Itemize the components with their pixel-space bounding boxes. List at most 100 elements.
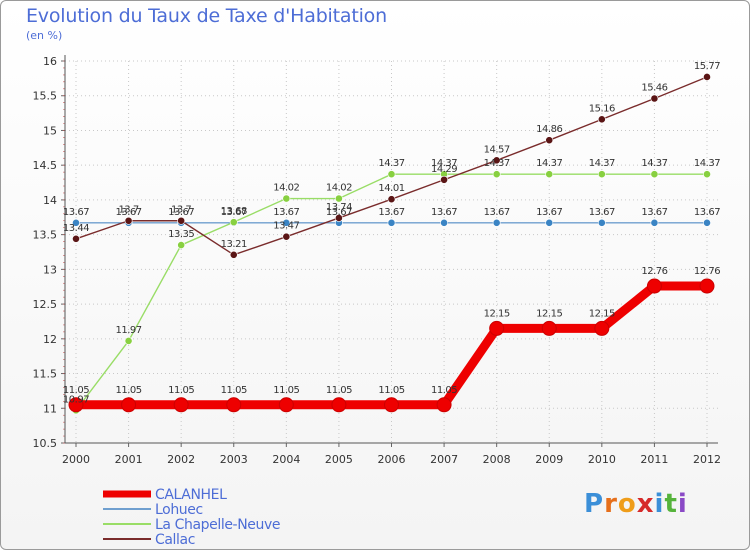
data-point-callac — [492, 156, 501, 165]
data-label-lohuec: 13.67 — [484, 207, 510, 218]
y-tick-label: 14.5 — [33, 159, 58, 172]
y-tick-label: 14 — [43, 194, 57, 207]
x-tick-label: 2000 — [62, 453, 90, 466]
data-point-la-chapelle-neuve — [703, 170, 711, 179]
y-tick-label: 12 — [43, 333, 57, 346]
logo-letter: x — [636, 489, 655, 519]
logo-letter: P — [584, 489, 605, 519]
data-label-lohuec: 13.67 — [273, 207, 299, 218]
data-label-callac: 13.21 — [221, 239, 247, 250]
data-point-callac — [545, 136, 554, 145]
data-label-calanhel: 11.05 — [273, 385, 299, 396]
data-label-calanhel: 12.76 — [694, 266, 720, 277]
data-point-calanhel — [68, 397, 84, 413]
data-point-callac — [335, 214, 343, 222]
data-point-calanhel — [278, 397, 294, 413]
data-label-lohuec: 13.67 — [378, 207, 404, 218]
data-label-la-chapelle-neuve: 14.37 — [484, 158, 510, 169]
x-tick-label: 2007 — [430, 453, 458, 466]
data-point-callac — [387, 195, 396, 204]
data-label-la-chapelle-neuve: 14.37 — [536, 158, 562, 169]
data-label-callac: 13.7 — [118, 205, 138, 216]
data-label-callac: 13.44 — [63, 223, 89, 234]
data-label-callac: 13.7 — [171, 205, 191, 216]
data-label-la-chapelle-neuve: 13.35 — [168, 229, 194, 240]
data-label-lohuec: 13.67 — [116, 207, 142, 218]
data-label-calanhel: 11.05 — [326, 385, 352, 396]
logo-letter: t — [664, 489, 678, 519]
x-tick-label: 2008 — [483, 453, 511, 466]
data-label-callac: 14.86 — [536, 124, 562, 135]
data-point-la-chapelle-neuve — [124, 337, 133, 345]
data-point-calanhel — [541, 320, 557, 336]
data-label-callac: 15.77 — [694, 61, 720, 72]
data-label-la-chapelle-neuve: 10.97 — [63, 394, 89, 405]
data-point-calanhel — [646, 278, 662, 294]
data-label-callac: 15.46 — [641, 83, 667, 94]
data-label-lohuec: 13.67 — [536, 207, 562, 218]
data-label-lohuec: 13.67 — [589, 207, 615, 218]
y-tick-label: 10.5 — [33, 437, 58, 450]
data-point-calanhel — [226, 397, 242, 413]
x-tick-label: 2001 — [115, 453, 143, 466]
data-label-calanhel: 11.05 — [116, 385, 142, 396]
data-point-lohuec — [440, 218, 448, 227]
data-label-callac: 14.01 — [378, 183, 404, 194]
y-tick-label: 16 — [43, 55, 57, 68]
data-point-lohuec — [597, 218, 606, 227]
chart-title: Evolution du Taux de Taxe d'Habitation — [26, 5, 387, 27]
data-label-la-chapelle-neuve: 13.68 — [221, 206, 247, 217]
data-label-calanhel: 11.05 — [221, 385, 247, 396]
data-label-lohuec: 13.67 — [641, 207, 667, 218]
data-label-calanhel: 11.05 — [63, 385, 89, 396]
data-label-calanhel: 12.15 — [536, 308, 562, 319]
y-tick-label: 13.5 — [33, 229, 58, 242]
data-point-callac — [597, 115, 606, 124]
data-point-calanhel — [121, 397, 137, 413]
data-point-calanhel — [699, 278, 715, 294]
data-label-la-chapelle-neuve: 14.37 — [641, 158, 667, 169]
legend-label-callac: Callac — [155, 532, 195, 548]
data-label-lohuec: 13.67 — [168, 207, 194, 218]
data-point-lohuec — [650, 218, 659, 227]
data-label-la-chapelle-neuve: 14.02 — [326, 183, 352, 194]
x-tick-label: 2010 — [588, 453, 616, 466]
data-point-lohuec — [72, 218, 80, 227]
x-tick-label: 2009 — [535, 453, 563, 466]
x-tick-label: 2006 — [378, 453, 406, 466]
data-label-la-chapelle-neuve: 14.37 — [589, 158, 615, 169]
data-label-calanhel: 11.05 — [431, 385, 457, 396]
data-point-calanhel — [594, 320, 610, 336]
data-label-la-chapelle-neuve: 14.37 — [694, 158, 720, 169]
data-point-la-chapelle-neuve — [229, 218, 238, 227]
data-label-calanhel: 12.15 — [484, 308, 510, 319]
data-point-callac — [177, 216, 186, 225]
y-tick-label: 11 — [43, 402, 57, 415]
data-point-callac — [703, 73, 711, 81]
x-tick-label: 2004 — [272, 453, 300, 466]
logo-letter: r — [604, 489, 618, 519]
data-label-callac: 14.29 — [431, 164, 457, 175]
data-point-la-chapelle-neuve — [492, 170, 501, 179]
data-label-callac: 13.47 — [273, 221, 299, 232]
data-point-callac — [650, 94, 659, 103]
data-label-callac: 15.16 — [589, 103, 615, 114]
data-label-callac: 13.74 — [326, 202, 352, 213]
data-label-lohuec: 13.67 — [694, 207, 720, 218]
data-point-lohuec — [492, 218, 501, 227]
data-point-calanhel — [384, 397, 399, 413]
data-point-calanhel — [173, 397, 189, 413]
data-label-la-chapelle-neuve: 14.02 — [273, 183, 299, 194]
data-label-calanhel: 12.76 — [641, 266, 667, 277]
data-point-calanhel — [489, 320, 505, 336]
data-point-calanhel — [436, 397, 452, 413]
legend-label-calanhel: CALANHEL — [155, 487, 227, 503]
data-point-la-chapelle-neuve — [597, 170, 606, 179]
y-tick-label: 12.5 — [33, 298, 58, 311]
data-point-lohuec — [387, 218, 396, 227]
data-label-la-chapelle-neuve: 14.37 — [378, 158, 404, 169]
data-point-callac — [229, 250, 238, 259]
legend-label-la-chapelle-neuve: La Chapelle-Neuve — [155, 517, 280, 533]
logo-letter: i — [654, 489, 665, 519]
